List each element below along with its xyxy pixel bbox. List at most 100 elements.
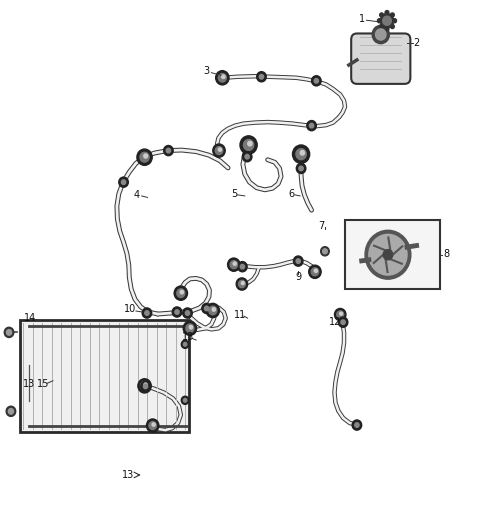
Text: 6: 6 xyxy=(288,189,295,199)
Circle shape xyxy=(309,265,321,279)
Circle shape xyxy=(186,324,194,333)
Circle shape xyxy=(323,249,327,254)
Circle shape xyxy=(204,306,209,311)
Circle shape xyxy=(307,120,316,131)
Circle shape xyxy=(189,326,192,329)
Circle shape xyxy=(369,234,407,275)
Text: 15: 15 xyxy=(37,379,49,389)
Circle shape xyxy=(385,11,389,15)
Circle shape xyxy=(183,308,192,318)
Circle shape xyxy=(365,230,411,279)
Text: 13: 13 xyxy=(23,379,35,389)
Text: 8: 8 xyxy=(443,249,449,260)
Circle shape xyxy=(233,262,236,265)
Circle shape xyxy=(141,381,149,390)
Circle shape xyxy=(355,423,359,428)
Text: 2: 2 xyxy=(413,38,420,48)
Circle shape xyxy=(183,398,187,402)
Circle shape xyxy=(352,420,362,430)
Circle shape xyxy=(180,290,183,294)
Circle shape xyxy=(145,311,149,315)
Circle shape xyxy=(338,317,348,327)
Circle shape xyxy=(119,177,128,187)
Circle shape xyxy=(8,409,13,414)
Circle shape xyxy=(299,166,303,170)
Circle shape xyxy=(383,16,391,25)
Circle shape xyxy=(164,145,173,156)
Circle shape xyxy=(216,71,229,85)
Circle shape xyxy=(335,308,346,321)
Circle shape xyxy=(230,261,238,269)
Circle shape xyxy=(141,381,150,392)
Circle shape xyxy=(372,25,389,44)
Circle shape xyxy=(218,74,227,82)
Circle shape xyxy=(243,139,254,151)
Circle shape xyxy=(228,258,240,271)
Circle shape xyxy=(240,136,257,154)
Text: 13: 13 xyxy=(122,470,134,480)
Circle shape xyxy=(166,148,170,153)
Circle shape xyxy=(310,123,314,128)
Circle shape xyxy=(311,268,319,276)
Circle shape xyxy=(245,155,249,159)
Circle shape xyxy=(144,384,148,389)
Circle shape xyxy=(152,423,155,426)
Circle shape xyxy=(375,29,386,40)
Circle shape xyxy=(144,154,148,158)
Circle shape xyxy=(202,303,211,313)
Circle shape xyxy=(377,19,381,23)
Circle shape xyxy=(293,256,303,266)
Circle shape xyxy=(6,406,16,416)
Circle shape xyxy=(296,163,306,174)
Circle shape xyxy=(259,74,264,79)
Circle shape xyxy=(181,340,189,348)
Circle shape xyxy=(212,308,216,311)
Circle shape xyxy=(183,321,197,335)
Text: 14: 14 xyxy=(24,313,36,323)
Circle shape xyxy=(215,146,223,155)
Text: 10: 10 xyxy=(124,304,136,314)
Circle shape xyxy=(174,286,188,301)
Circle shape xyxy=(383,250,393,260)
Circle shape xyxy=(137,149,152,165)
Bar xyxy=(345,220,441,289)
Circle shape xyxy=(140,153,149,162)
Circle shape xyxy=(238,262,247,272)
Circle shape xyxy=(181,396,189,404)
Circle shape xyxy=(240,264,244,269)
Circle shape xyxy=(177,289,185,297)
Circle shape xyxy=(380,13,384,17)
Circle shape xyxy=(144,383,147,387)
Circle shape xyxy=(385,27,389,31)
Circle shape xyxy=(292,145,310,163)
Circle shape xyxy=(340,312,343,315)
Circle shape xyxy=(393,19,396,23)
Text: 5: 5 xyxy=(231,189,238,199)
Text: 12: 12 xyxy=(329,317,342,327)
Circle shape xyxy=(321,247,329,256)
Circle shape xyxy=(241,282,244,285)
Circle shape xyxy=(138,379,151,393)
Text: 4: 4 xyxy=(134,190,140,200)
Circle shape xyxy=(121,180,126,184)
Circle shape xyxy=(236,278,248,290)
Circle shape xyxy=(300,151,304,155)
Text: 9: 9 xyxy=(295,272,301,283)
Circle shape xyxy=(314,78,319,83)
Circle shape xyxy=(213,144,225,157)
FancyBboxPatch shape xyxy=(351,33,410,84)
Circle shape xyxy=(206,303,219,317)
Circle shape xyxy=(380,25,384,29)
Circle shape xyxy=(242,152,252,162)
Circle shape xyxy=(380,14,394,28)
Circle shape xyxy=(185,311,190,315)
Circle shape xyxy=(149,421,156,430)
Circle shape xyxy=(248,141,252,146)
Circle shape xyxy=(4,327,14,337)
Circle shape xyxy=(390,25,394,29)
Text: 1: 1 xyxy=(359,14,365,24)
Circle shape xyxy=(390,13,394,17)
Circle shape xyxy=(296,148,306,160)
Circle shape xyxy=(222,75,225,78)
Circle shape xyxy=(257,72,266,82)
